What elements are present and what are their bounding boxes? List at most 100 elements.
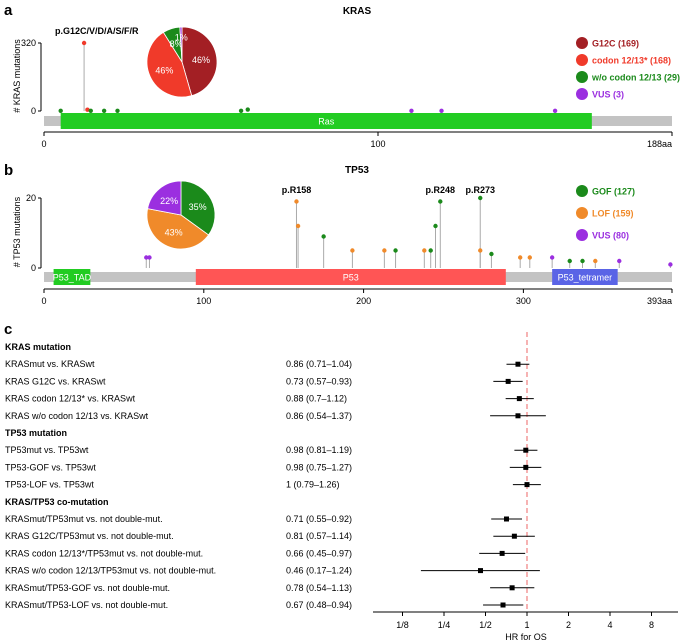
pie-slice-codon-12-13 xyxy=(146,31,193,98)
legend-marker-codon-12-13-168 xyxy=(576,54,588,66)
forest-hr-point xyxy=(523,464,529,470)
kras-y-tick-label-320: 320 xyxy=(21,38,36,48)
lollipop-point-vus xyxy=(617,258,622,264)
lollipop-point-w-o-codon-12-13 xyxy=(58,108,63,113)
kras-x-tick-label-188: 188aa xyxy=(647,139,672,149)
tp53-x-tick-label: 393aa xyxy=(647,296,672,306)
forest-row-label: KRASmut/TP53mut vs. not double-mut. xyxy=(5,514,163,524)
forest-row-hr-text: 0.66 (0.45–0.97) xyxy=(286,548,352,558)
forest-row-hr-text: 0.78 (0.54–1.13) xyxy=(286,583,352,593)
forest-hr-point xyxy=(509,585,515,591)
lollipop-point-w-o-codon-12-13 xyxy=(101,108,107,113)
lollipop-point-codon-12-13 xyxy=(81,40,87,46)
tp53-x-tick-label: 300 xyxy=(516,296,531,306)
legend-label-vus-80: VUS (80) xyxy=(592,231,629,241)
pie-label-g12c: 46% xyxy=(192,55,210,65)
legend-marker-g12c-169 xyxy=(576,37,588,49)
pie-slice-g12c xyxy=(181,26,218,97)
lollipop-point-vus xyxy=(552,108,558,113)
kras-title: KRAS xyxy=(343,6,372,17)
forest-hr-point xyxy=(515,413,521,419)
legend-label-gof-127: GOF (127) xyxy=(592,187,635,197)
lollipop-point-gof xyxy=(428,248,433,253)
forest-row-label: TP53-LOF vs. TP53wt xyxy=(5,480,94,490)
forest-row-hr-text: 0.67 (0.48–0.94) xyxy=(286,600,352,610)
lollipop-point-vus xyxy=(409,108,414,113)
tp53-y-tick-label-0: 0 xyxy=(31,263,36,273)
forest-group-heading: KRAS mutation xyxy=(5,342,71,352)
pie-label-codon-12-13: 46% xyxy=(155,65,173,75)
lollipop-point-lof xyxy=(295,223,301,229)
legend-label-g12c-169: G12C (169) xyxy=(592,39,639,49)
forest-row-label: KRAS G12C/TP53mut vs. not double-mut. xyxy=(5,531,174,541)
forest-hr-point xyxy=(515,361,521,367)
lollipop-point-vus xyxy=(144,255,149,260)
forest-hr-point xyxy=(524,482,530,488)
kras-hotspot-label: p.G12C/V/D/A/S/F/R xyxy=(55,26,139,36)
forest-row-label: KRAS codon 12/13* vs. KRASwt xyxy=(5,394,136,404)
forest-row-hr-text: 0.86 (0.54–1.37) xyxy=(286,411,352,421)
lollipop-point-w-o-codon-12-13 xyxy=(115,108,120,113)
domain-p53-tad xyxy=(53,269,91,285)
forest-row-hr-text: 0.98 (0.81–1.19) xyxy=(286,445,352,455)
pie-label-gof: 35% xyxy=(189,202,207,212)
lollipop-point-lof xyxy=(527,255,532,260)
pie-label-lof: 43% xyxy=(165,228,183,238)
forest-x-tick-label: 1/8 xyxy=(396,620,409,630)
kras-x-tick-label-100: 100 xyxy=(370,139,385,149)
lollipop-point-lof xyxy=(422,248,427,253)
tp53-title: TP53 xyxy=(345,165,369,176)
forest-x-tick-label: 1/2 xyxy=(479,620,492,630)
pie-slice-lof xyxy=(146,208,210,250)
forest-hr-point xyxy=(478,568,484,574)
lollipop-point-w-o-codon-12-13 xyxy=(245,107,250,112)
forest-x-tick-label: 8 xyxy=(649,620,654,630)
pie-label-w-o-codon-12-13: 8% xyxy=(170,39,183,49)
forest-hr-point xyxy=(516,396,522,402)
tp53-y-tick-label-20: 20 xyxy=(26,193,36,203)
forest-hr-point xyxy=(500,602,506,608)
lollipop-point-lof xyxy=(350,248,355,253)
tp53-x-tick-label: 100 xyxy=(196,296,211,306)
lollipop-point-codon-12-13 xyxy=(85,107,90,112)
lollipop-point-vus xyxy=(668,262,673,267)
lollipop-point-gof xyxy=(321,234,326,239)
forest-row-label: KRAS w/o codon 12/13/TP53mut vs. not dou… xyxy=(5,566,216,576)
tp53-legend: GOF (127) LOF (159) VUS (80) xyxy=(576,185,635,241)
forest-row-hr-text: 0.73 (0.57–0.93) xyxy=(286,376,352,386)
forest-x-tick-label: 1 xyxy=(524,620,529,630)
forest-x-tick-label: 4 xyxy=(607,620,612,630)
panel-b: b TP53 # TP53 mutations 20 0 P53_TAD P53 P… xyxy=(4,162,673,306)
forest-row-label: TP53-GOF vs. TP53wt xyxy=(5,462,96,472)
lollipop-point-lof xyxy=(517,255,523,260)
forest-hr-point xyxy=(503,516,509,522)
panel-a-letter: a xyxy=(4,2,13,19)
tp53-x-tick-label: 200 xyxy=(356,296,371,306)
kras-legend: G12C (169) codon 12/13* (168) w/o codon 12… xyxy=(576,37,680,100)
pie-slice-vus xyxy=(179,26,183,63)
forest-row-label: KRASmut/TP53-LOF vs. not double-mut. xyxy=(5,600,168,610)
forest-group-heading: TP53 mutation xyxy=(5,428,67,438)
kras-ylabel: # KRAS mutations xyxy=(12,39,22,113)
lollipop-point-vus xyxy=(147,255,152,260)
forest-row-label: KRAS w/o codon 12/13 vs. KRASwt xyxy=(5,411,149,421)
forest-row-label: KRAS G12C vs. KRASwt xyxy=(5,376,106,386)
legend-marker-w-o-codon-12-13-29 xyxy=(576,71,588,83)
lollipop-point-lof xyxy=(294,199,299,204)
legend-label-vus-3: VUS (3) xyxy=(592,90,624,100)
domain-label-p53: P53 xyxy=(343,273,359,283)
forest-row-hr-text: 0.46 (0.17–1.24) xyxy=(286,566,352,576)
tp53-hotspot-label: p.R248 xyxy=(426,185,456,195)
forest-group-heading: KRAS/TP53 co-mutation xyxy=(5,497,109,507)
panel-c: c KRAS mutation KRASmut vs. KRASwt 0.86 (0… xyxy=(4,321,678,642)
forest-row-hr-text: 0.71 (0.55–0.92) xyxy=(286,514,352,524)
domain-p53-tetramer xyxy=(552,269,618,285)
forest-hr-point xyxy=(499,550,505,556)
legend-marker-vus-80 xyxy=(576,229,588,241)
lollipop-point-vus xyxy=(439,108,444,113)
tp53-hotspot-label: p.R273 xyxy=(465,185,495,195)
legend-marker-lof-159 xyxy=(576,207,588,219)
lollipop-point-gof xyxy=(393,248,398,253)
forest-x-axis-label: HR for OS xyxy=(505,632,547,642)
